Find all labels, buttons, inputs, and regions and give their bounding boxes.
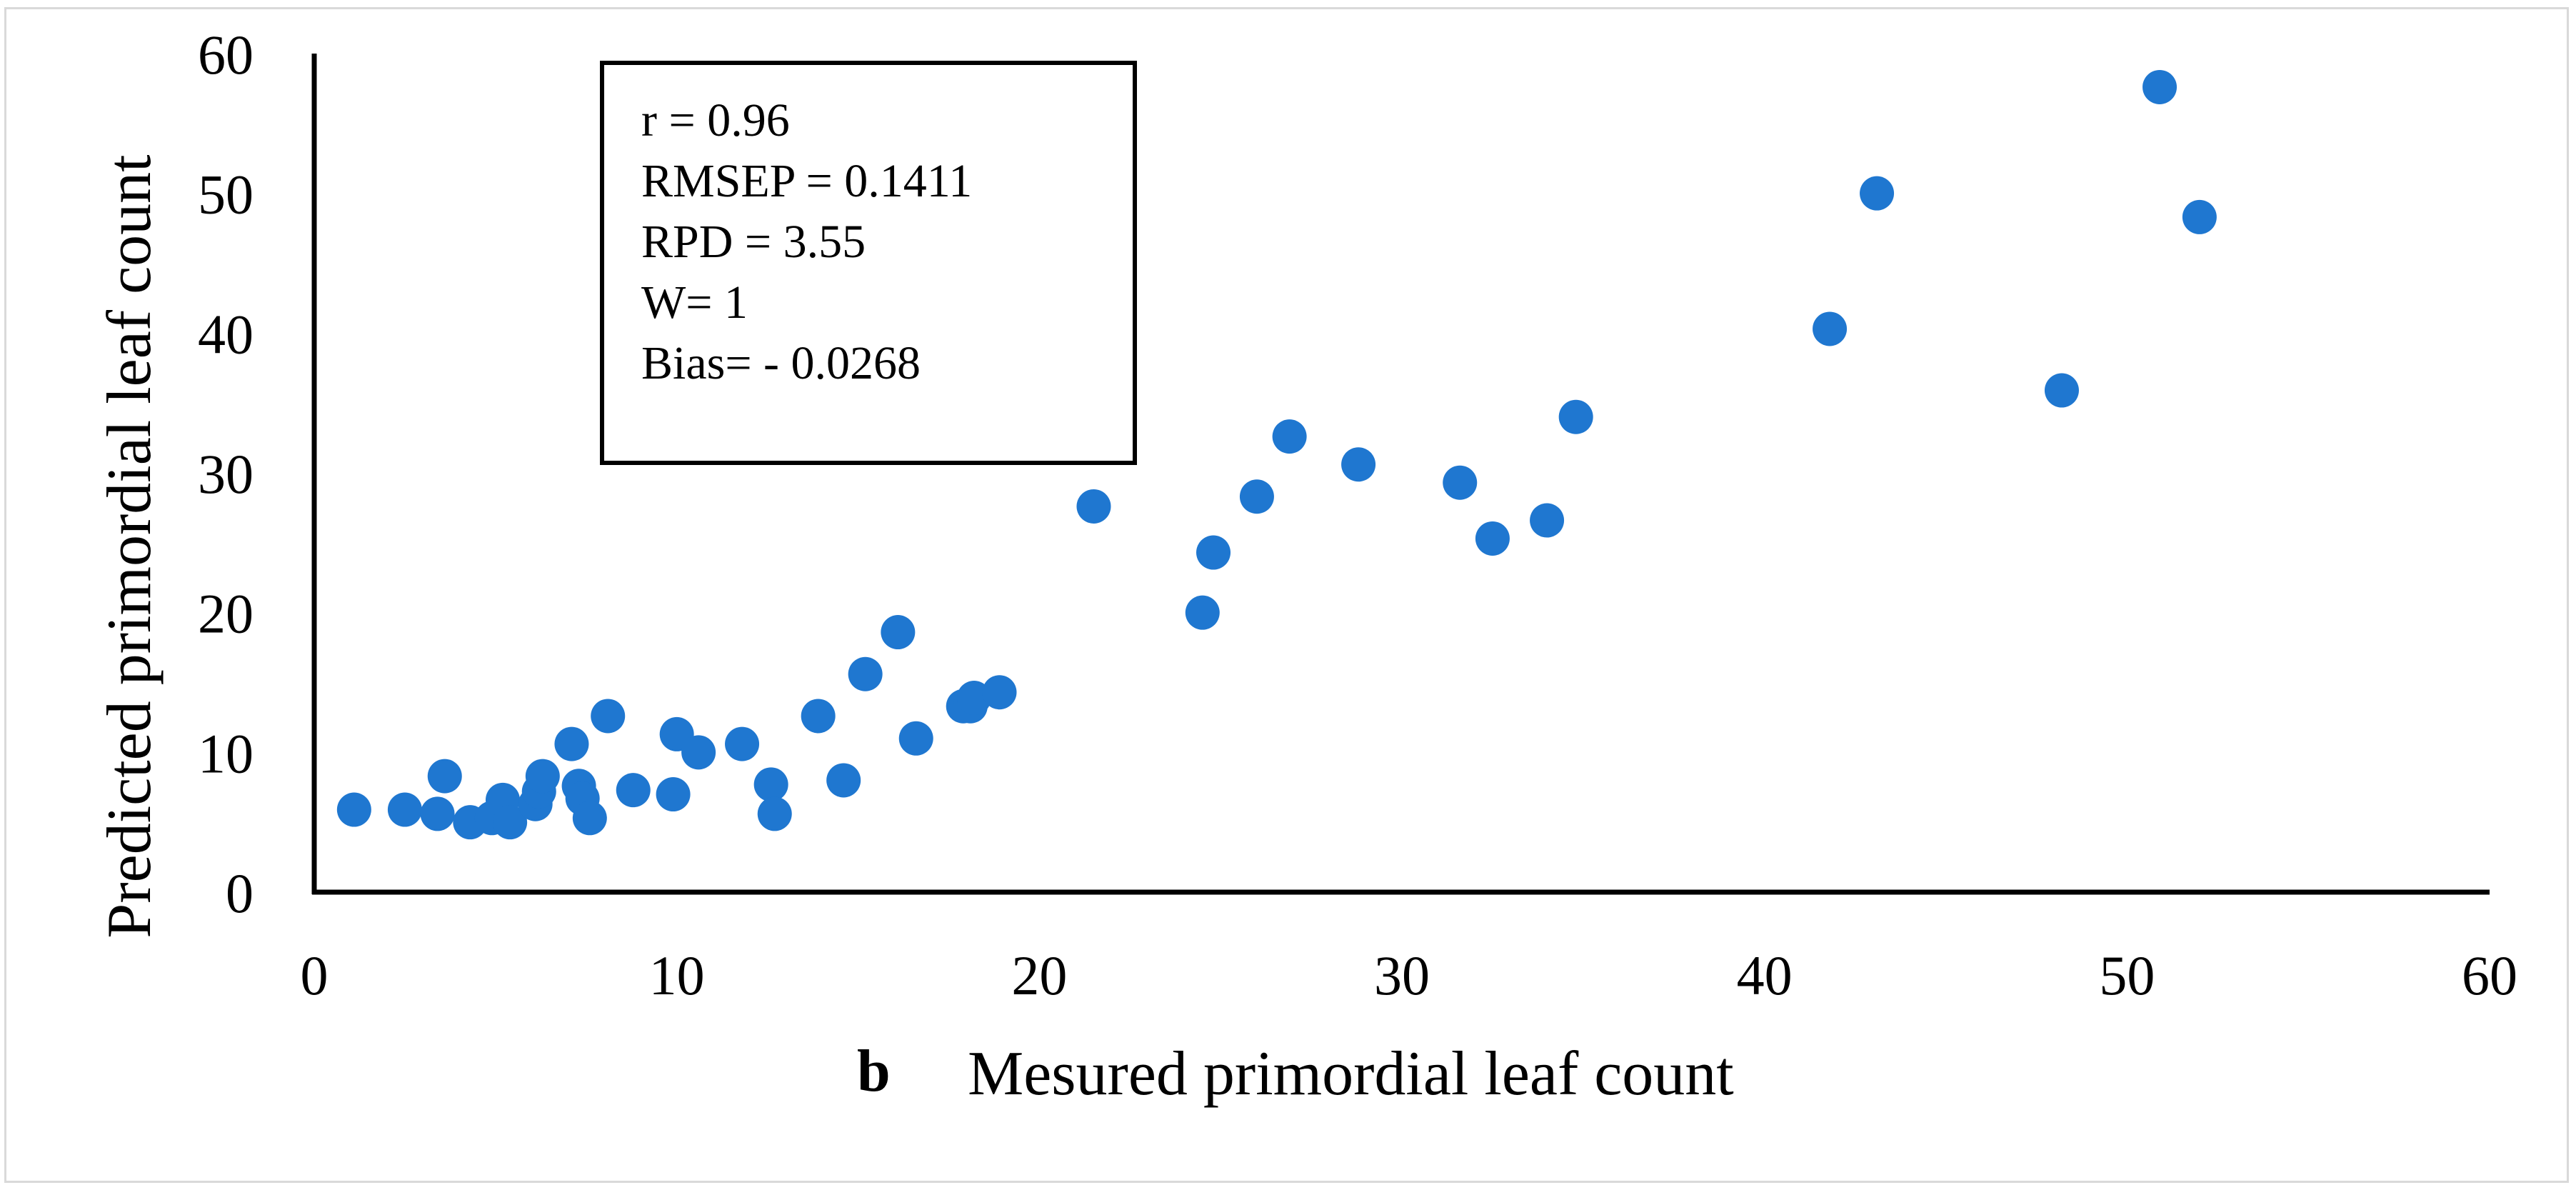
x-tick-label: 30 [1374,944,1430,1006]
data-point [681,735,716,770]
data-point [1185,595,1220,630]
x-tick-label: 20 [1011,944,1067,1006]
data-point [757,796,792,831]
y-tick-label: 10 [198,722,254,784]
data-point [387,792,422,827]
stats-line: r = 0.96 [641,94,790,146]
x-tick-label: 10 [649,944,705,1006]
data-point [525,759,560,794]
y-tick-label: 60 [198,24,254,86]
data-point [1443,465,1478,500]
x-tick-label: 40 [1737,944,1793,1006]
data-point [554,726,589,761]
data-point [616,773,651,808]
data-point [420,796,455,831]
data-points [336,69,2217,840]
data-point [881,615,916,650]
y-tick-label: 50 [198,164,254,226]
data-point [753,767,788,802]
stats-line: Bias= - 0.0268 [641,337,921,389]
y-tick-label: 0 [226,862,254,924]
data-point [1196,535,1231,570]
data-point [1860,176,1895,211]
y-tick-label: 30 [198,443,254,505]
data-point [848,656,883,691]
stats-box [600,61,1137,465]
data-point [1272,419,1307,454]
y-tick-label: 40 [198,303,254,365]
data-point [826,763,861,798]
data-point [2143,69,2177,104]
data-point [1076,489,1111,524]
data-point [427,759,462,794]
x-tick-label: 0 [301,944,329,1006]
stats-line: RMSEP = 0.1411 [641,155,972,207]
x-tick-label: 50 [2099,944,2155,1006]
data-point [801,699,836,734]
data-point [898,721,933,756]
y-axis-title: Predicted primordial leaf count [95,154,164,938]
figure-frame [4,7,2569,1183]
data-point [656,777,691,812]
data-point [336,792,371,827]
data-point [1239,479,1274,514]
data-point [1530,503,1565,538]
x-axis-title: Mesured primordial leaf count [968,1039,1734,1109]
panel-label: b [857,1038,891,1104]
stats-line: RPD = 3.55 [641,216,866,268]
stats-lines: r = 0.96 RMSEP = 0.1411 RPD = 3.55 W= 1 Bias… [641,94,972,389]
x-tick-labels: 0 10 20 30 40 50 60 [301,944,2518,1006]
stats-line: W= 1 [641,276,748,329]
data-point [725,726,760,761]
data-point [1341,447,1376,482]
data-point [591,699,626,734]
data-point [493,805,528,840]
x-tick-label: 60 [2462,944,2517,1006]
data-point [982,675,1017,710]
data-point [2044,373,2079,408]
data-point [1558,399,1593,434]
data-point [1475,521,1510,556]
y-tick-labels: 0 10 20 30 40 50 60 [198,24,254,924]
data-point [1813,311,1848,346]
data-point [572,801,607,836]
data-point [2182,199,2217,234]
y-tick-label: 20 [198,583,254,645]
